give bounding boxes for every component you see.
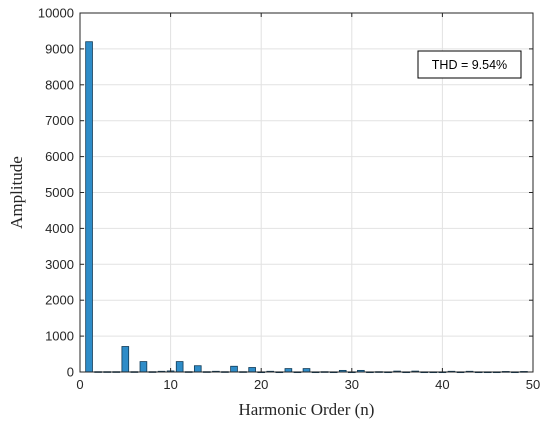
thd-annotation-text: THD = 9.54% — [432, 58, 507, 72]
x-tick-label: 40 — [435, 377, 449, 392]
bar — [302, 368, 311, 373]
y-tick-label: 9000 — [45, 41, 74, 56]
y-tick-label: 4000 — [45, 221, 74, 236]
thd-annotation: THD = 9.54% — [417, 50, 522, 79]
x-axis-ticks: 0 10 20 30 40 50 — [76, 13, 540, 392]
bar — [121, 346, 130, 373]
y-tick-label: 6000 — [45, 149, 74, 164]
bar — [193, 365, 202, 373]
y-tick-label: 10000 — [38, 6, 74, 21]
x-tick-label: 30 — [345, 377, 359, 392]
y-tick-label: 5000 — [45, 185, 74, 200]
x-tick-label: 10 — [163, 377, 177, 392]
y-tick-label: 1000 — [45, 329, 74, 344]
bar — [85, 41, 93, 373]
y-axis-ticks: 0 1000 2000 3000 4000 5000 6000 7000 8000 9000 100… — [38, 6, 533, 380]
y-tick-label: 8000 — [45, 77, 74, 92]
bar — [230, 365, 238, 373]
y-tick-label: 0 — [67, 365, 74, 380]
x-axis-title: Harmonic Order (n) — [239, 400, 375, 419]
y-axis-title: Amplitude — [7, 156, 26, 229]
y-tick-label: 3000 — [45, 257, 74, 272]
bar — [284, 368, 293, 373]
y-tick-label: 7000 — [45, 113, 74, 128]
bar — [248, 367, 256, 373]
x-tick-label: 0 — [76, 377, 83, 392]
y-tick-label: 2000 — [45, 293, 74, 308]
x-tick-label: 20 — [254, 377, 268, 392]
x-tick-label: 50 — [526, 377, 540, 392]
thd-annotation-box — [417, 50, 522, 79]
bar — [175, 361, 184, 373]
bar — [139, 361, 148, 373]
